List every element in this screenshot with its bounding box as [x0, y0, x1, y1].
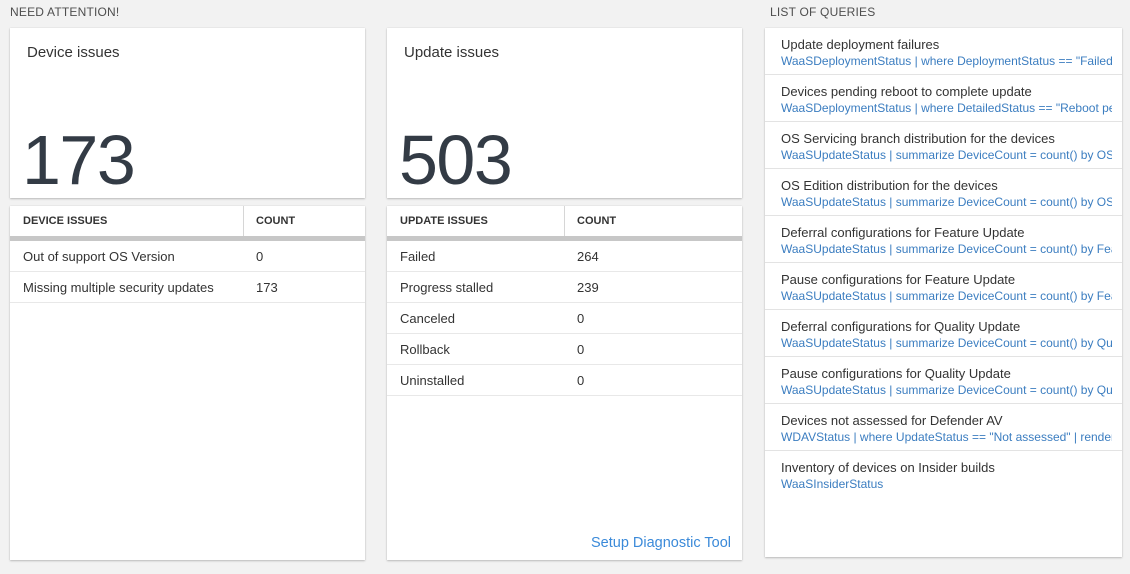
query-item-os-edition-distribution[interactable]: OS Edition distribution for the devices …: [765, 169, 1122, 216]
query-title: OS Edition distribution for the devices: [781, 178, 998, 193]
row-count: 239: [577, 279, 599, 295]
query-text: WaaSUpdateStatus | summarize DeviceCount…: [781, 289, 1112, 303]
table-row[interactable]: Canceled 0: [387, 303, 742, 334]
query-text: WaaSDeploymentStatus | where DeploymentS…: [781, 54, 1112, 68]
row-label: Uninstalled: [400, 372, 465, 388]
table-row[interactable]: Progress stalled 239: [387, 272, 742, 303]
device-table-header-bar: [10, 236, 365, 241]
query-item-update-deployment-failures[interactable]: Update deployment failures WaaSDeploymen…: [765, 28, 1122, 75]
row-label: Failed: [400, 248, 436, 264]
query-text: WaaSUpdateStatus | summarize DeviceCount…: [781, 242, 1112, 256]
query-item-inventory-insider-builds[interactable]: Inventory of devices on Insider builds W…: [765, 451, 1122, 498]
table-row[interactable]: Uninstalled 0: [387, 365, 742, 396]
query-title: Devices pending reboot to complete updat…: [781, 84, 1032, 99]
query-title: Update deployment failures: [781, 37, 940, 52]
row-count: 0: [577, 341, 585, 357]
query-item-deferral-quality-update[interactable]: Deferral configurations for Quality Upda…: [765, 310, 1122, 357]
row-count: 0: [577, 372, 585, 388]
update-issues-count: 503: [399, 120, 513, 199]
query-text: WaaSUpdateStatus | summarize DeviceCount…: [781, 336, 1112, 350]
setup-diagnostic-tool-link[interactable]: Setup Diagnostic Tool: [591, 535, 731, 551]
device-issues-table-card: DEVICE ISSUES COUNT Out of support OS Ve…: [10, 206, 365, 560]
query-text: WaaSDeploymentStatus | where DetailedSta…: [781, 101, 1112, 115]
table-row[interactable]: Missing multiple security updates 173: [10, 272, 365, 303]
row-label: Missing multiple security updates: [23, 279, 214, 295]
query-title: Devices not assessed for Defender AV: [781, 413, 1003, 428]
device-table-header-issues: DEVICE ISSUES: [10, 206, 244, 236]
device-issues-title: Device issues: [27, 44, 120, 61]
query-text: WaaSUpdateStatus | summarize DeviceCount…: [781, 195, 1112, 209]
query-item-deferral-feature-update[interactable]: Deferral configurations for Feature Upda…: [765, 216, 1122, 263]
query-text: WaaSInsiderStatus: [781, 477, 884, 491]
row-count: 0: [577, 310, 585, 326]
row-count: 0: [256, 248, 264, 264]
device-issues-card[interactable]: Device issues 173: [10, 28, 365, 198]
query-title: Inventory of devices on Insider builds: [781, 460, 995, 475]
query-title: OS Servicing branch distribution for the…: [781, 131, 1055, 146]
queries-list-card: Update deployment failures WaaSDeploymen…: [765, 28, 1122, 557]
query-title: Deferral configurations for Feature Upda…: [781, 225, 1025, 240]
query-text: WaaSUpdateStatus | summarize DeviceCount…: [781, 148, 1112, 162]
row-label: Rollback: [400, 341, 450, 357]
update-table-header-count: COUNT: [577, 215, 617, 227]
query-item-devices-not-assessed-defender[interactable]: Devices not assessed for Defender AV WDA…: [765, 404, 1122, 451]
table-row[interactable]: Failed 264: [387, 241, 742, 272]
update-issues-card[interactable]: Update issues 503: [387, 28, 742, 198]
list-of-queries-heading: LIST OF QUERIES: [770, 5, 876, 19]
update-table-header-bar: [387, 236, 742, 241]
row-label: Canceled: [400, 310, 455, 326]
row-count: 264: [577, 248, 599, 264]
query-item-os-servicing-branch[interactable]: OS Servicing branch distribution for the…: [765, 122, 1122, 169]
query-item-pause-quality-update[interactable]: Pause configurations for Quality Update …: [765, 357, 1122, 404]
update-table-header: UPDATE ISSUES COUNT: [387, 206, 742, 236]
device-issues-count: 173: [22, 120, 136, 199]
query-text: WDAVStatus | where UpdateStatus == "Not …: [781, 430, 1112, 444]
query-text: WaaSUpdateStatus | summarize DeviceCount…: [781, 383, 1112, 397]
query-title: Pause configurations for Quality Update: [781, 366, 1011, 381]
query-item-devices-pending-reboot[interactable]: Devices pending reboot to complete updat…: [765, 75, 1122, 122]
table-row[interactable]: Out of support OS Version 0: [10, 241, 365, 272]
query-item-pause-feature-update[interactable]: Pause configurations for Feature Update …: [765, 263, 1122, 310]
update-issues-title: Update issues: [404, 44, 500, 61]
table-row[interactable]: Rollback 0: [387, 334, 742, 365]
query-title: Deferral configurations for Quality Upda…: [781, 319, 1021, 334]
query-title: Pause configurations for Feature Update: [781, 272, 1016, 287]
need-attention-heading: NEED ATTENTION!: [10, 5, 120, 19]
row-count: 173: [256, 279, 278, 295]
row-label: Out of support OS Version: [23, 248, 175, 264]
update-table-header-issues: UPDATE ISSUES: [387, 206, 565, 236]
update-issues-table-card: UPDATE ISSUES COUNT Failed 264 Progress …: [387, 206, 742, 560]
device-table-header-count: COUNT: [256, 215, 296, 227]
device-table-header: DEVICE ISSUES COUNT: [10, 206, 365, 236]
row-label: Progress stalled: [400, 279, 494, 295]
